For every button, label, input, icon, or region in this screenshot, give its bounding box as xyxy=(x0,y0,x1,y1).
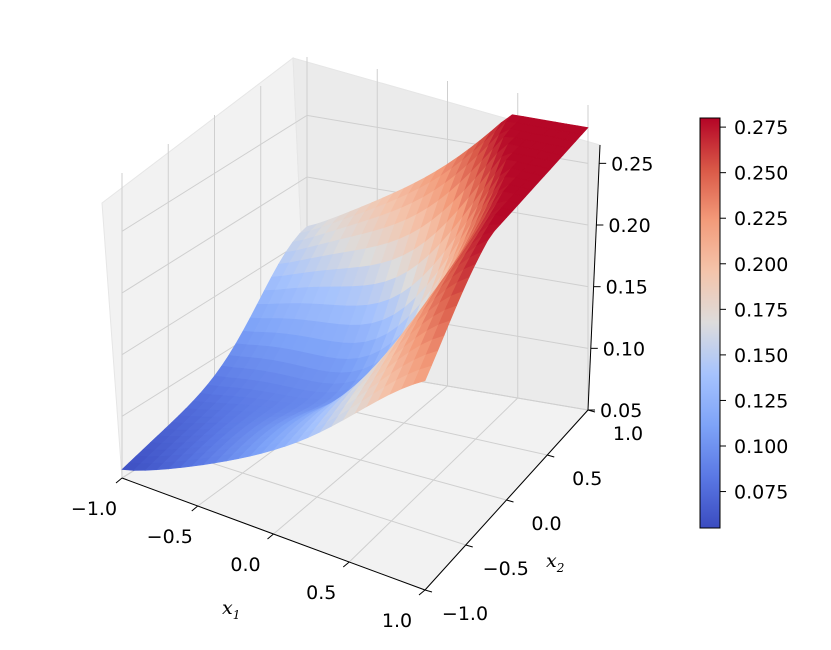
x1-tick-mark xyxy=(115,477,123,484)
colorbar xyxy=(699,117,721,529)
x1-tick-mark xyxy=(267,533,274,540)
colorbar-tick-label: 0.225 xyxy=(734,208,788,230)
x2-tick-label: −0.5 xyxy=(483,558,529,580)
z-tick-label: 0.10 xyxy=(603,338,645,360)
x1-tick-label: 0.5 xyxy=(306,582,336,604)
colorbar-tick-label: 0.200 xyxy=(734,254,788,276)
x2-tick-label: 0.5 xyxy=(572,468,602,490)
x1-tick-label: −1.0 xyxy=(71,498,117,520)
x1-tick-label: 0.0 xyxy=(230,554,260,576)
x1-tick-mark xyxy=(191,505,199,512)
x2-axis-label: x2 xyxy=(546,550,564,575)
colorbar-tick-label: 0.250 xyxy=(734,163,788,185)
x2-ticks: −1.0 −0.5 0.0 0.5 1.0 xyxy=(424,409,643,625)
colorbar-tick-label: 0.125 xyxy=(734,390,788,412)
x2-tick-mark xyxy=(424,589,433,593)
x1-axis-label: x1 xyxy=(222,597,240,622)
x1-tick-label: −0.5 xyxy=(147,526,193,548)
x1-tick-label: 1.0 xyxy=(382,610,412,632)
x1-tick-mark xyxy=(342,561,350,568)
z-tick-label: 0.25 xyxy=(611,153,653,175)
colorbar-tick-label: 0.075 xyxy=(734,482,788,504)
x2-tick-mark xyxy=(465,544,473,548)
colorbar-tick-label: 0.175 xyxy=(734,299,788,321)
z-tick-label: 0.20 xyxy=(608,215,650,237)
z-tick-label: 0.15 xyxy=(606,277,648,299)
x2-tick-mark xyxy=(506,499,514,503)
z-axis-line xyxy=(587,144,601,411)
x2-tick-label: −1.0 xyxy=(442,603,488,625)
x1-tick-mark xyxy=(418,589,426,596)
x2-tick-mark xyxy=(547,454,555,458)
surface-facet xyxy=(412,365,432,385)
z-tick-label: 0.05 xyxy=(600,400,642,422)
x2-tick-label: 1.0 xyxy=(613,423,643,445)
colorbar-tick-label: 0.275 xyxy=(734,117,788,139)
x2-tick-label: 0.0 xyxy=(531,513,561,535)
floor-gridline xyxy=(348,397,519,563)
surface xyxy=(121,114,589,471)
colorbar-tick-label: 0.100 xyxy=(734,436,788,458)
colorbar-tick-label: 0.150 xyxy=(734,345,788,367)
colorbar-ticks: 0.075 0.100 0.125 0.150 0.175 0.200 0.225 0.250… xyxy=(720,117,788,504)
x1-ticks: −1.0 −0.5 0.0 0.5 1.0 xyxy=(71,477,426,632)
z-ticks: 0.05 0.10 0.15 0.20 0.25 xyxy=(588,153,653,422)
